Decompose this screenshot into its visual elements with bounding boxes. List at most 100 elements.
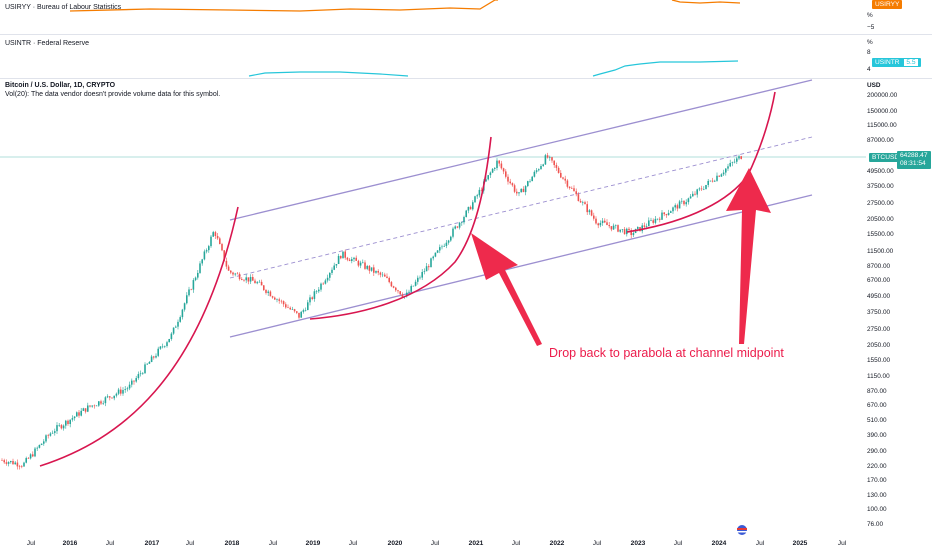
candle-body <box>531 176 533 182</box>
candle-body <box>181 309 184 318</box>
annotation-text[interactable]: Drop back to parabola at channel midpoin… <box>549 346 784 360</box>
events-icon[interactable] <box>737 525 747 535</box>
candle-body <box>148 362 151 364</box>
price-tick: 200000.00 <box>867 92 898 99</box>
time-axis-label: Jul <box>837 540 847 547</box>
price-tick: 8700.00 <box>867 262 891 270</box>
candle-body <box>604 220 606 223</box>
candle-body <box>456 226 459 228</box>
candle-body <box>544 155 547 165</box>
candle-body <box>685 202 687 205</box>
last-price-badge: 64288.47 08:31:54 <box>897 151 931 169</box>
rate-pane[interactable]: USINTR · Federal Reserve <box>0 35 932 78</box>
candle-body <box>194 277 197 281</box>
time-axis-label: Jul <box>430 540 440 547</box>
candle-body <box>285 304 287 308</box>
candle-body <box>201 259 203 264</box>
candle-body <box>414 281 417 286</box>
candle-body <box>276 299 278 300</box>
candle-body <box>170 333 173 339</box>
candle-body <box>313 291 316 299</box>
candle-body <box>247 277 250 282</box>
candle-body <box>175 326 177 328</box>
pane-divider[interactable] <box>0 34 932 35</box>
candle-body <box>379 272 382 275</box>
candle-body <box>727 166 729 169</box>
candle-body <box>469 206 472 210</box>
candle-body <box>408 291 410 293</box>
time-axis-label: 2022 <box>549 540 565 547</box>
candle-body <box>593 215 595 219</box>
pane-divider[interactable] <box>0 78 932 79</box>
candle-body <box>516 191 518 194</box>
price-tick: 37500.00 <box>867 183 894 191</box>
candle-body <box>419 277 421 279</box>
candle-body <box>104 397 107 404</box>
price-channel[interactable] <box>229 79 813 338</box>
cpi-pane-title: USIRYY · Bureau of Labour Statistics <box>5 4 122 11</box>
candle-body <box>736 158 738 162</box>
candle-body <box>34 448 36 457</box>
main-chart-pane[interactable]: Bitcoin / U.S. Dollar, 1D, CRYPTO Vol(20… <box>0 79 932 529</box>
candle-body <box>465 210 467 217</box>
candle-body <box>214 232 217 236</box>
price-tick: 170.00 <box>867 477 887 485</box>
candle-body <box>14 462 16 465</box>
time-axis-label: Jul <box>185 540 195 547</box>
candle-body <box>509 181 511 184</box>
candle-body <box>241 279 243 280</box>
candle-body <box>364 262 366 269</box>
price-scale[interactable]: USD 200000.00 150000.00 115000.00 87000.00 4… <box>867 79 932 529</box>
candle-body <box>368 265 371 271</box>
candle-body <box>384 274 386 277</box>
candle-body <box>617 225 619 232</box>
candle-body <box>716 175 718 181</box>
candle-body <box>667 212 670 216</box>
candle-body <box>95 405 98 407</box>
parabola-curves[interactable] <box>39 91 776 467</box>
candle-body <box>172 327 175 334</box>
cpi-pane[interactable]: USIRYY · Bureau of Labour Statistics <box>0 0 932 34</box>
candle-body <box>62 425 65 429</box>
candle-body <box>714 180 716 182</box>
candle-body <box>254 280 256 284</box>
candle-body <box>27 458 30 459</box>
candle-body <box>608 225 610 227</box>
candle-body <box>606 222 608 226</box>
price-tick: 130.00 <box>867 491 887 499</box>
annotation-arrows[interactable] <box>471 168 771 346</box>
candle-body <box>190 289 192 291</box>
candle-body <box>623 229 626 235</box>
candle-body <box>401 294 404 297</box>
candle-body <box>282 301 285 305</box>
time-axis-label: Jul <box>26 540 36 547</box>
rate-scale[interactable]: % 8 4 USINTR 5.5 <box>867 35 932 78</box>
candle-body <box>227 266 230 271</box>
candle-body <box>375 271 377 273</box>
cpi-scale[interactable]: % −5 USIRYY <box>867 0 932 34</box>
candle-body <box>645 226 648 227</box>
candle-body <box>67 420 69 425</box>
candle-body <box>454 226 456 229</box>
candle-body <box>498 160 500 164</box>
symbol-badge: BTCUSD <box>869 153 903 162</box>
candle-body <box>518 192 520 194</box>
candle-body <box>106 396 109 398</box>
candle-body <box>619 229 621 232</box>
candle-body <box>302 310 305 312</box>
candle-body <box>210 236 212 247</box>
price-tick: 49500.00 <box>867 168 894 176</box>
candle-body <box>676 205 679 209</box>
candle-body <box>395 287 397 291</box>
candle-body <box>551 157 553 161</box>
parabola-2019-2021 <box>309 136 492 320</box>
candle-body <box>711 180 714 182</box>
candle-body <box>344 251 346 258</box>
candle-body <box>571 188 573 189</box>
candle-body <box>89 405 91 407</box>
candle-body <box>80 410 82 416</box>
price-tick: 870.00 <box>867 388 887 396</box>
candle-body <box>249 276 252 282</box>
candle-body <box>423 271 426 272</box>
